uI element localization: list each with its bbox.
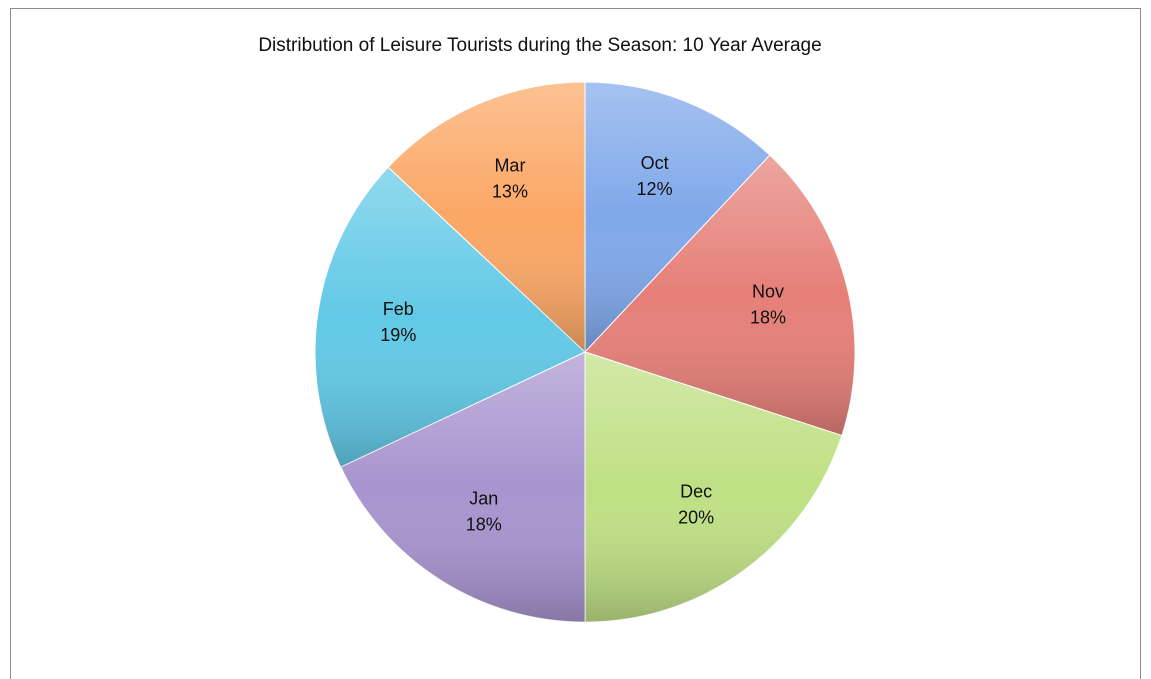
slice-value-label: 20% — [678, 508, 714, 528]
slice-value-label: 13% — [492, 181, 528, 201]
slice-label: Nov — [752, 282, 784, 302]
chart-title: Distribution of Leisure Tourists during … — [258, 35, 821, 56]
chart-frame — [10, 8, 1141, 679]
slice-value-label: 18% — [466, 514, 502, 534]
slice-label: Oct — [641, 153, 669, 173]
slice-label: Dec — [680, 482, 712, 502]
slice-value-label: 12% — [637, 179, 673, 199]
slice-label: Mar — [494, 155, 525, 175]
slice-label: Jan — [469, 488, 498, 508]
slice-value-label: 19% — [380, 325, 416, 345]
slice-value-label: 18% — [750, 308, 786, 328]
slice-label: Feb — [383, 299, 414, 319]
